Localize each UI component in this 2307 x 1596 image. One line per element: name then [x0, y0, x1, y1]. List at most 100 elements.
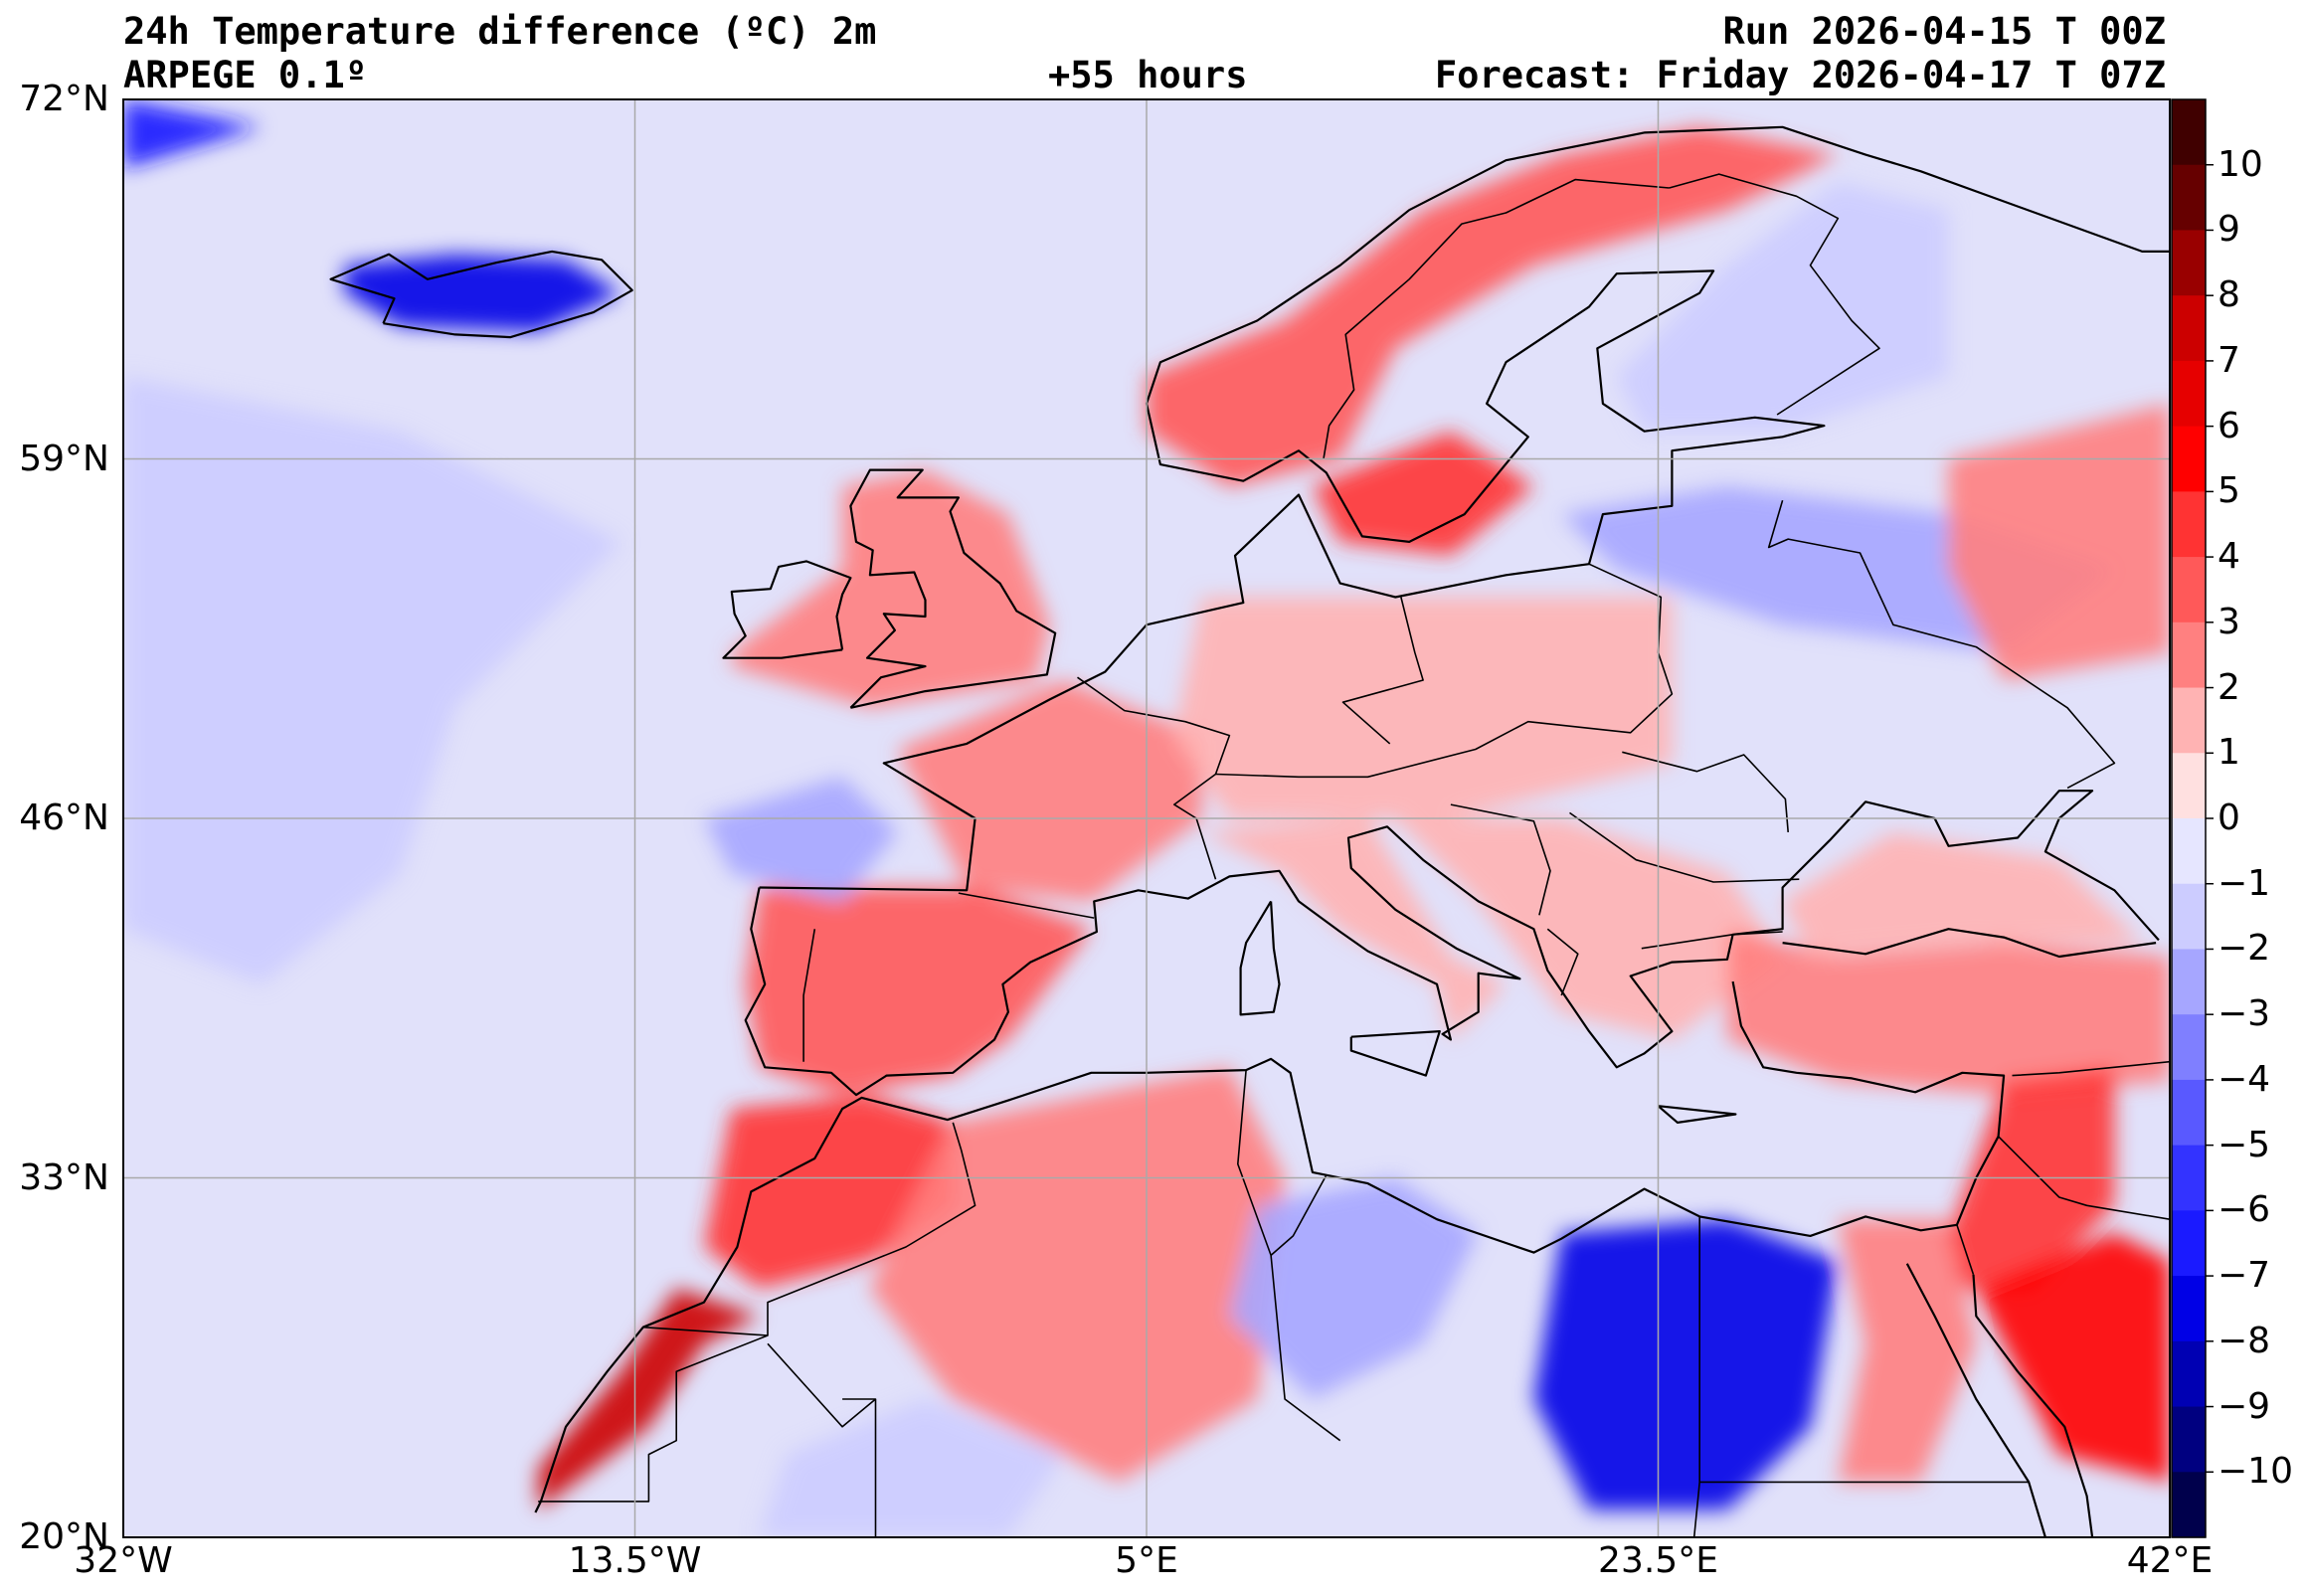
colorbar-tick-label: −3: [2218, 993, 2271, 1035]
region-norway-north: [1147, 126, 1839, 487]
country-border: [1956, 1224, 1975, 1276]
country-border: [1341, 597, 1424, 745]
colorbar-tick-label: 0: [2218, 798, 2240, 838]
coastline: [744, 790, 2160, 1097]
colorbar-tick-label: 10: [2218, 143, 2263, 185]
country-border: [802, 929, 816, 1062]
region-iberia: [745, 887, 1092, 1096]
region-british-isles: [731, 469, 1050, 708]
coastline: [1657, 1105, 1737, 1124]
colorbar-swatch: [2172, 295, 2206, 362]
coastline: [759, 125, 2170, 892]
colorbar-swatch: [2172, 621, 2206, 689]
colorbar-tick-label: 3: [2218, 601, 2240, 642]
colorbar-tick-label: −6: [2218, 1189, 2271, 1231]
colorbar-tick-label: −8: [2218, 1320, 2271, 1361]
colorbar-tick-label: −1: [2218, 862, 2271, 904]
map-frame: [122, 98, 2171, 1538]
country-border: [1641, 931, 1783, 950]
coastline: [722, 560, 852, 659]
region-arabia-north: [1976, 1233, 2170, 1483]
colorbar-swatch: [2172, 687, 2206, 754]
latitude-tick-label: 33°N: [19, 1156, 109, 1198]
coastline: [1782, 928, 2157, 959]
country-border: [1767, 499, 2116, 790]
colorbar-tick-label: 4: [2218, 536, 2240, 578]
colorbar-swatch: [2172, 557, 2206, 623]
region-algeria: [869, 1067, 1286, 1483]
region-mauritania-mali: [759, 1399, 1064, 1537]
country-border: [1215, 563, 1674, 779]
coastline: [534, 980, 2006, 1513]
colorbar-swatch: [2172, 360, 2206, 428]
country-border: [1998, 1136, 2170, 1220]
region-italy: [1201, 818, 1507, 1040]
region-atlantic-cold-pool: [123, 376, 621, 984]
country-border: [1450, 803, 1551, 916]
longitude-tick-label: 13.5°W: [568, 1540, 702, 1581]
colorbar-swatch: [2172, 818, 2206, 885]
colorbar-tick-label: −10: [2218, 1451, 2293, 1493]
colorbar-tick-label: 2: [2218, 666, 2240, 708]
colorbar-swatch: [2172, 1340, 2206, 1408]
colorbar-swatch: [2172, 753, 2206, 819]
colorbar-tick-label: 7: [2218, 339, 2240, 381]
country-border: [1669, 173, 1880, 416]
coastline: [329, 250, 633, 339]
country-border: [1546, 928, 1579, 996]
colorbar-tick-label: −4: [2218, 1058, 2271, 1100]
colorbar-swatch: [2172, 949, 2206, 1015]
region-black-sea: [1782, 831, 2143, 957]
coastline: [1972, 1274, 2094, 1537]
colorbar-tick-label: −2: [2218, 928, 2271, 970]
run-time: Run 2026-04-15 T 00Z: [1722, 10, 2166, 53]
region-greenland-east: [123, 99, 263, 169]
colorbar-swatch: [2172, 1276, 2206, 1342]
region-libya-west: [1229, 1177, 1479, 1399]
map-title: 24h Temperature difference (ºC) 2m: [123, 10, 877, 53]
region-sweden-south: [1312, 431, 1534, 556]
coastline: [849, 468, 1057, 709]
region-central-europe: [1173, 597, 1673, 818]
country-border: [1569, 811, 1800, 883]
region-egypt-nile: [1838, 1219, 1977, 1483]
country-border: [1323, 178, 1670, 459]
colorbar-swatch: [2172, 230, 2206, 296]
country-border: [1077, 676, 1231, 880]
colorbar-swatch: [2172, 1406, 2206, 1473]
country-border: [538, 1334, 769, 1503]
colorbar-tick-label: 8: [2218, 274, 2240, 316]
colorbar-swatch: [2172, 426, 2206, 492]
coastline: [1239, 900, 1281, 1016]
colorbar-swatch: [2172, 1079, 2206, 1147]
country-border: [2012, 1060, 2170, 1077]
region-western-sahara: [538, 1288, 760, 1510]
forecast-time: Forecast: Friday 2026-04-17 T 07Z: [1434, 54, 2166, 96]
colorbar-tick-label: 6: [2218, 405, 2240, 446]
model-name: ARPEGE 0.1º: [123, 54, 368, 96]
region-finland: [1616, 182, 1949, 432]
colorbar-swatch: [2172, 1145, 2206, 1211]
region-turkey: [1727, 929, 2170, 1096]
coastline: [1349, 1030, 1441, 1077]
region-morocco: [704, 1095, 954, 1289]
latitude-tick-label: 46°N: [19, 798, 109, 838]
country-border: [1622, 751, 1789, 832]
region-france: [897, 680, 1202, 902]
longitude-tick-label: 5°E: [1115, 1540, 1178, 1581]
latitude-tick-label: 59°N: [19, 438, 109, 479]
colorbar-tick-label: 9: [2218, 209, 2240, 251]
colorbar-tick-label: 5: [2218, 470, 2240, 512]
colorbar-swatch: [2172, 99, 2206, 166]
country-border: [958, 892, 1095, 919]
colorbar-swatch: [2172, 1014, 2206, 1081]
colorbar-swatch: [2172, 491, 2206, 558]
region-western-russia: [1948, 403, 2170, 680]
longitude-tick-label: 42°E: [2126, 1540, 2214, 1581]
colorbar-swatch: [2172, 883, 2206, 951]
lead-time: +55 hours: [1048, 54, 1248, 96]
colorbar-tick-label: −5: [2218, 1124, 2271, 1165]
colorbar-tick-label: −9: [2218, 1385, 2271, 1427]
